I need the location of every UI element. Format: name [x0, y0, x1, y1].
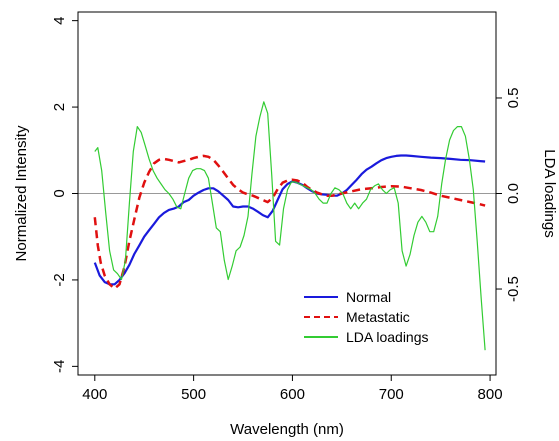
- y-tick-label: 0: [51, 189, 68, 197]
- series-line-normal: [93, 154, 486, 286]
- x-tick-label: 600: [280, 386, 305, 403]
- legend: Normal Metastatic LDA loadings: [304, 289, 429, 345]
- series-line-lda-loadings: [94, 101, 486, 351]
- x-tick-label: 400: [82, 386, 107, 403]
- x-axis-title: Wavelength (nm): [230, 421, 344, 438]
- y-tick-label: -2: [51, 273, 68, 286]
- series-line-metastatic: [93, 154, 486, 290]
- axes: 400 500 600 700 800 -4 -2 0 2 4 -0.5 0.0 0.5 Waveleng…: [13, 11, 558, 438]
- y-tick-label: 4: [51, 16, 68, 24]
- legend-label: LDA loadings: [346, 329, 429, 345]
- y2-tick-label: 0.0: [505, 183, 522, 204]
- y-tick-label: 2: [51, 103, 68, 111]
- plot-area: [78, 101, 496, 351]
- legend-label: Metastatic: [346, 309, 410, 325]
- y2-tick-label: 0.5: [505, 88, 522, 109]
- x-tick-label: 700: [379, 386, 404, 403]
- y2-tick-label: -0.5: [505, 276, 522, 302]
- x-tick-label: 500: [181, 386, 206, 403]
- y-tick-label: -4: [51, 360, 68, 373]
- x-tick-label: 800: [478, 386, 503, 403]
- y2-axis-title: LDA loadings: [541, 149, 558, 237]
- y-axis-title: Normalized Intensity: [13, 125, 30, 261]
- legend-label: Normal: [346, 289, 391, 305]
